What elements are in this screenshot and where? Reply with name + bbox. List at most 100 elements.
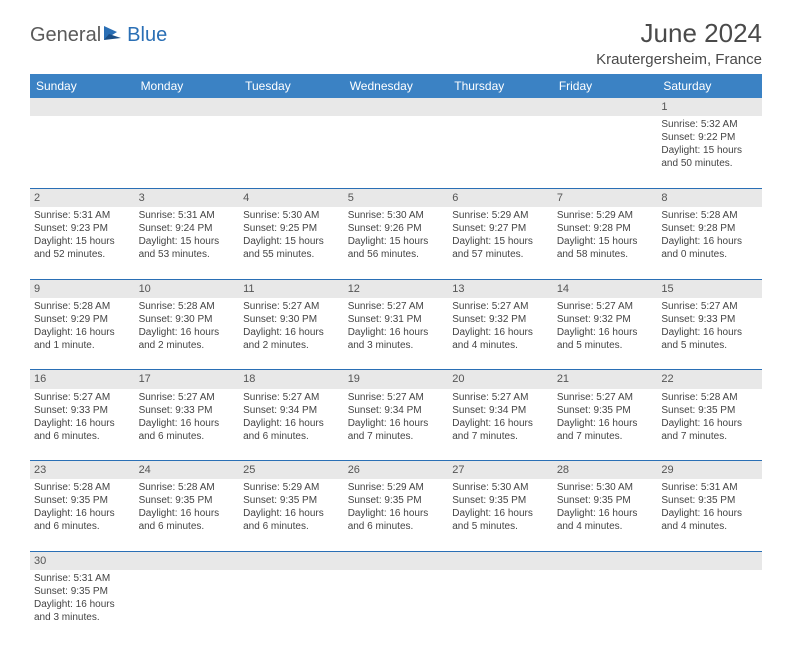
daynum-row: 9101112131415	[30, 279, 762, 298]
sunrise-text: Sunrise: 5:29 AM	[348, 481, 445, 494]
sunset-text: Sunset: 9:34 PM	[243, 404, 340, 417]
sunset-text: Sunset: 9:28 PM	[661, 222, 758, 235]
sunset-text: Sunset: 9:34 PM	[348, 404, 445, 417]
day-number: 20	[448, 370, 553, 389]
day-cell: Sunrise: 5:29 AMSunset: 9:35 PMDaylight:…	[239, 479, 344, 551]
week-row: Sunrise: 5:28 AMSunset: 9:29 PMDaylight:…	[30, 298, 762, 370]
sunrise-text: Sunrise: 5:27 AM	[139, 391, 236, 404]
daylight-text: Daylight: 15 hours and 50 minutes.	[661, 144, 758, 170]
day-number: 16	[30, 370, 135, 389]
day-number	[135, 551, 240, 570]
sunrise-text: Sunrise: 5:28 AM	[139, 300, 236, 313]
sunset-text: Sunset: 9:26 PM	[348, 222, 445, 235]
day-number	[344, 98, 449, 116]
daylight-text: Daylight: 16 hours and 6 minutes.	[243, 417, 340, 443]
day-number: 15	[657, 279, 762, 298]
calendar-table: Sunday Monday Tuesday Wednesday Thursday…	[30, 74, 762, 642]
day-cell: Sunrise: 5:27 AMSunset: 9:31 PMDaylight:…	[344, 298, 449, 370]
day-cell: Sunrise: 5:32 AMSunset: 9:22 PMDaylight:…	[657, 116, 762, 188]
day-cell: Sunrise: 5:28 AMSunset: 9:29 PMDaylight:…	[30, 298, 135, 370]
day-cell	[553, 116, 658, 188]
weekday-header: Saturday	[657, 74, 762, 98]
day-number: 22	[657, 370, 762, 389]
daylight-text: Daylight: 16 hours and 6 minutes.	[34, 507, 131, 533]
daylight-text: Daylight: 16 hours and 6 minutes.	[139, 507, 236, 533]
day-cell: Sunrise: 5:27 AMSunset: 9:34 PMDaylight:…	[239, 389, 344, 461]
day-cell	[239, 570, 344, 642]
weekday-header: Thursday	[448, 74, 553, 98]
day-number: 12	[344, 279, 449, 298]
day-cell	[344, 116, 449, 188]
logo-text-blue: Blue	[127, 24, 167, 47]
daylight-text: Daylight: 16 hours and 6 minutes.	[243, 507, 340, 533]
day-number: 25	[239, 461, 344, 480]
sunset-text: Sunset: 9:35 PM	[452, 494, 549, 507]
sunset-text: Sunset: 9:23 PM	[34, 222, 131, 235]
sunrise-text: Sunrise: 5:28 AM	[139, 481, 236, 494]
sunset-text: Sunset: 9:35 PM	[243, 494, 340, 507]
day-number: 18	[239, 370, 344, 389]
sunrise-text: Sunrise: 5:31 AM	[34, 572, 131, 585]
daylight-text: Daylight: 16 hours and 5 minutes.	[557, 326, 654, 352]
day-cell	[448, 116, 553, 188]
sunset-text: Sunset: 9:35 PM	[348, 494, 445, 507]
sunset-text: Sunset: 9:35 PM	[139, 494, 236, 507]
day-cell: Sunrise: 5:27 AMSunset: 9:32 PMDaylight:…	[448, 298, 553, 370]
day-cell: Sunrise: 5:29 AMSunset: 9:27 PMDaylight:…	[448, 207, 553, 279]
day-cell	[30, 116, 135, 188]
sunset-text: Sunset: 9:35 PM	[661, 494, 758, 507]
day-cell: Sunrise: 5:31 AMSunset: 9:23 PMDaylight:…	[30, 207, 135, 279]
day-cell: Sunrise: 5:28 AMSunset: 9:35 PMDaylight:…	[657, 389, 762, 461]
day-number	[553, 551, 658, 570]
day-number	[344, 551, 449, 570]
sunrise-text: Sunrise: 5:27 AM	[243, 300, 340, 313]
day-cell	[448, 570, 553, 642]
weekday-header: Monday	[135, 74, 240, 98]
sunrise-text: Sunrise: 5:27 AM	[557, 391, 654, 404]
day-number: 8	[657, 188, 762, 207]
sunset-text: Sunset: 9:30 PM	[243, 313, 340, 326]
day-number: 1	[657, 98, 762, 116]
day-number: 3	[135, 188, 240, 207]
day-cell: Sunrise: 5:27 AMSunset: 9:35 PMDaylight:…	[553, 389, 658, 461]
day-cell: Sunrise: 5:31 AMSunset: 9:35 PMDaylight:…	[657, 479, 762, 551]
sunrise-text: Sunrise: 5:27 AM	[34, 391, 131, 404]
day-cell: Sunrise: 5:28 AMSunset: 9:30 PMDaylight:…	[135, 298, 240, 370]
weekday-header: Sunday	[30, 74, 135, 98]
day-number: 4	[239, 188, 344, 207]
daylight-text: Daylight: 16 hours and 7 minutes.	[661, 417, 758, 443]
sunrise-text: Sunrise: 5:31 AM	[661, 481, 758, 494]
sunset-text: Sunset: 9:28 PM	[557, 222, 654, 235]
sunset-text: Sunset: 9:27 PM	[452, 222, 549, 235]
sunset-text: Sunset: 9:32 PM	[452, 313, 549, 326]
day-number	[657, 551, 762, 570]
day-cell	[135, 570, 240, 642]
daylight-text: Daylight: 16 hours and 4 minutes.	[557, 507, 654, 533]
logo: General Blue	[30, 18, 167, 47]
day-cell	[553, 570, 658, 642]
day-number: 6	[448, 188, 553, 207]
day-cell: Sunrise: 5:27 AMSunset: 9:32 PMDaylight:…	[553, 298, 658, 370]
daynum-row: 16171819202122	[30, 370, 762, 389]
day-number: 28	[553, 461, 658, 480]
sunrise-text: Sunrise: 5:31 AM	[34, 209, 131, 222]
week-row: Sunrise: 5:27 AMSunset: 9:33 PMDaylight:…	[30, 389, 762, 461]
sunrise-text: Sunrise: 5:29 AM	[557, 209, 654, 222]
page-header: General Blue June 2024 Krautergersheim, …	[30, 18, 762, 68]
day-cell: Sunrise: 5:29 AMSunset: 9:28 PMDaylight:…	[553, 207, 658, 279]
sunrise-text: Sunrise: 5:30 AM	[243, 209, 340, 222]
sunrise-text: Sunrise: 5:28 AM	[34, 481, 131, 494]
day-number: 24	[135, 461, 240, 480]
day-cell: Sunrise: 5:30 AMSunset: 9:35 PMDaylight:…	[553, 479, 658, 551]
weekday-header-row: Sunday Monday Tuesday Wednesday Thursday…	[30, 74, 762, 98]
day-cell: Sunrise: 5:29 AMSunset: 9:35 PMDaylight:…	[344, 479, 449, 551]
daylight-text: Daylight: 15 hours and 52 minutes.	[34, 235, 131, 261]
sunset-text: Sunset: 9:33 PM	[34, 404, 131, 417]
weekday-header: Wednesday	[344, 74, 449, 98]
logo-flag-icon	[103, 24, 125, 47]
day-cell	[657, 570, 762, 642]
logo-text-general: General	[30, 24, 101, 47]
daylight-text: Daylight: 16 hours and 0 minutes.	[661, 235, 758, 261]
sunrise-text: Sunrise: 5:27 AM	[557, 300, 654, 313]
week-row: Sunrise: 5:28 AMSunset: 9:35 PMDaylight:…	[30, 479, 762, 551]
